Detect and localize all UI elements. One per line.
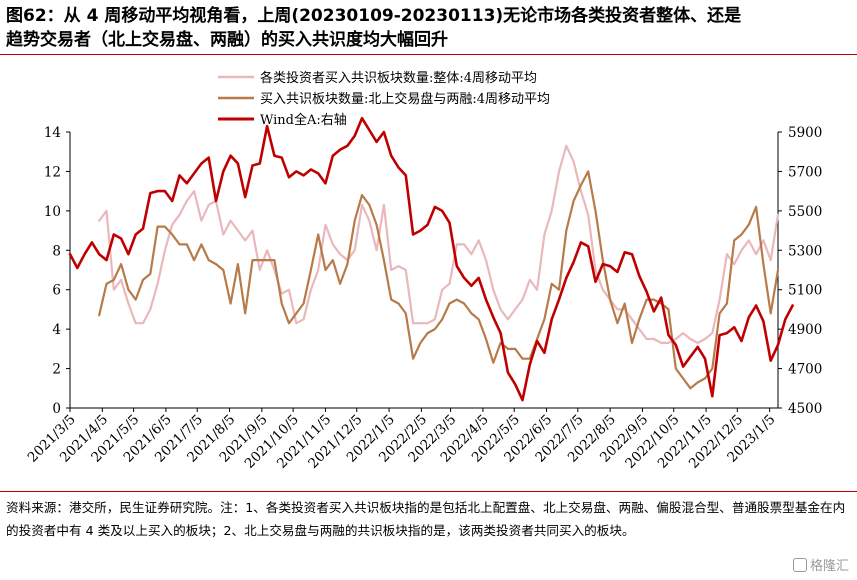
y-right-tick-label: 5900 [788,125,822,141]
y-left-tick-label: 4 [52,322,61,338]
watermark: 格隆汇 [792,555,849,574]
y-left-tick-label: 10 [44,204,61,220]
y-right-tick-label: 5500 [788,204,822,220]
y-right-tick-label: 5300 [788,243,822,259]
watermark-text: 格隆汇 [809,559,849,574]
y-left-tick-label: 8 [52,243,61,259]
series-line-1 [98,144,780,344]
legend-label-1: 各类投资者买入共识板块数量:整体:4周移动平均 [260,70,537,86]
legend-label-3: Wind全A:右轴 [260,112,347,128]
chart-title: 图62：从 4 周移动平均视角看，上周(20230109-20230113)无论… [6,4,851,52]
note-divider [0,491,857,492]
series-line-3 [68,116,794,402]
y-left-tick-label: 12 [44,164,61,180]
chart-axes: 0 2 4 6 8 10 12 14 4500 4700 4900 5100 5300 5500 5700 5… [25,125,823,472]
y-right-tick-label: 5100 [788,283,822,299]
series-layer [68,116,794,402]
y-left-tick-label: 0 [52,401,61,417]
legend: 各类投资者买入共识板块数量:整体:4周移动平均买入共识板块数量:北上交易盘与两融… [218,70,550,128]
y-right-tick-label: 4500 [788,401,822,417]
title-divider [0,54,857,55]
legend-label-2: 买入共识板块数量:北上交易盘与两融:4周移动平均 [260,91,550,107]
y-right-tick-label: 5700 [788,164,822,180]
source-note: 资料来源：港交所，民生证券研究院。注：1、各类投资者买入共识板块指的是包括北上配… [6,500,846,538]
watermark-logo-icon [792,557,807,572]
chart-title-line-1: 图62：从 4 周移动平均视角看，上周(20230109-20230113)无论… [6,6,742,26]
y-left-tick-label: 14 [44,125,61,141]
y-left-tick-label: 6 [52,283,61,299]
line-chart: 各类投资者买入共识板块数量:整体:4周移动平均买入共识板块数量:北上交易盘与两融… [25,70,823,472]
series-line-2 [98,170,780,390]
y-right-tick-label: 4700 [788,362,822,378]
chart-title-line-2: 趋势交易者（北上交易盘、两融）的买入共识度均大幅回升 [6,30,448,50]
y-left-tick-label: 2 [52,362,61,378]
y-right-tick-label: 4900 [788,322,822,338]
